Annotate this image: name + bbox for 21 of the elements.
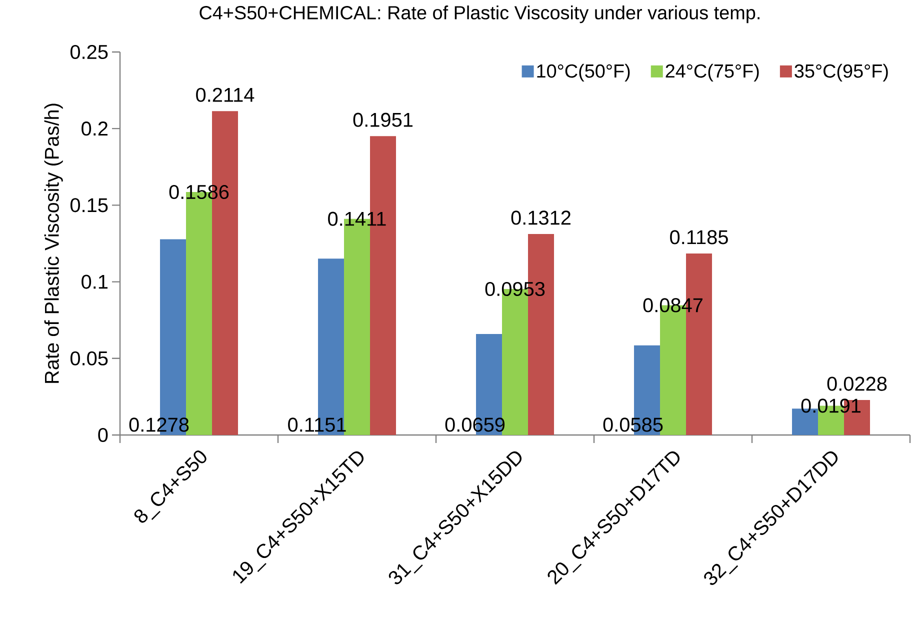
y-tick-label: 0.25 xyxy=(70,44,108,60)
legend-label: 35°C(95°F) xyxy=(794,64,888,82)
data-label: 0.0847 xyxy=(643,298,702,312)
data-label: 0.1185 xyxy=(670,230,728,244)
legend-label: 10°C(50°F) xyxy=(537,64,630,82)
legend-label: 24°C(75°F) xyxy=(666,64,759,82)
data-label: 0.1586 xyxy=(169,184,229,200)
chart-title: C4+S50+CHEMICAL: Rate of Plastic Viscosity under various temp. xyxy=(200,6,760,24)
data-label: 0.1411 xyxy=(328,212,386,226)
y-axis-title: Rate of Plastic Viscosity (Pas/h) xyxy=(44,104,63,383)
data-label: 0.0953 xyxy=(485,282,545,296)
data-label: 0.1951 xyxy=(353,112,412,127)
y-tick-label: 0.2 xyxy=(82,122,108,136)
y-tick-label: 0.1 xyxy=(82,274,108,289)
y-tick-label: 0.05 xyxy=(70,351,108,366)
data-label: 0.0228 xyxy=(827,376,887,391)
y-tick-label: 0.15 xyxy=(70,198,108,212)
data-label: 0.0191 xyxy=(801,398,860,413)
data-label: 0.2114 xyxy=(196,88,254,102)
data-label: 0.1312 xyxy=(511,210,570,225)
y-tick-label: 0 xyxy=(98,428,108,442)
